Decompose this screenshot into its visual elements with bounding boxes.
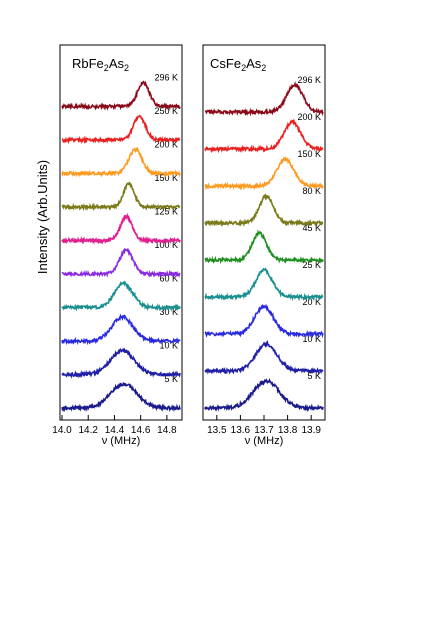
- spectrum-line-296k: [61, 80, 181, 111]
- spectrum-line-296k: [204, 80, 324, 117]
- spectrum-line-25k: [204, 267, 324, 302]
- series-layer: 5 K 10 K 20 K 25 K 45 K 80 K 150 K 200 K 296 K: [204, 75, 324, 413]
- panel-title: CsFe2As2: [210, 56, 266, 73]
- temperature-label: 200 K: [154, 140, 178, 150]
- series-layer: 5 K 10 K 30 K 60 K 100 K 125 K 150 K 200 K 250 K…: [61, 73, 181, 413]
- temperature-label: 296 K: [297, 75, 321, 85]
- spectrum-line-250k: [61, 114, 181, 145]
- x-axis: 14.0 14.2 14.4 14.6 14.8: [52, 415, 177, 436]
- temperature-label: 5 K: [164, 374, 178, 384]
- temperature-label: 5 K: [307, 371, 321, 381]
- temperature-label: 150 K: [154, 173, 178, 183]
- title-sub1: 2: [104, 63, 109, 73]
- x-tick-label: 14.2: [78, 425, 98, 436]
- spectrum-line-5k: [204, 377, 324, 413]
- plot-frame: [59, 44, 183, 421]
- spectrum-line-60k: [61, 280, 181, 312]
- x-tick-label: 13.7: [254, 425, 274, 436]
- temperature-label: 125 K: [154, 207, 178, 217]
- x-tick-label: 14.6: [131, 425, 151, 436]
- title-mid: As: [109, 56, 125, 71]
- x-axis-label: ν (MHz): [102, 435, 141, 447]
- temperature-label: 150 K: [297, 149, 321, 159]
- spectrum-line-10k: [61, 347, 181, 380]
- spectrum-line-100k: [61, 247, 181, 279]
- temperature-label: 100 K: [154, 240, 178, 250]
- temperature-label: 60 K: [159, 274, 178, 284]
- x-tick-label: 13.9: [301, 425, 321, 436]
- temperature-label: 10 K: [302, 334, 321, 344]
- temperature-label: 10 K: [159, 341, 178, 351]
- temperature-label: 296 K: [154, 73, 178, 83]
- title-mid: As: [246, 56, 262, 71]
- spectrum-line-10k: [204, 339, 324, 376]
- title-sub1: 2: [241, 63, 246, 73]
- x-tick-label: 13.8: [278, 425, 298, 436]
- panel-title: RbFe2As2: [72, 56, 129, 73]
- title-base: CsFe: [210, 56, 241, 71]
- spectrum-line-150k: [61, 181, 181, 212]
- x-tick-label: 14.4: [105, 425, 125, 436]
- spectrum-line-150k: [204, 156, 324, 191]
- temperature-label: 25 K: [302, 260, 321, 270]
- temperature-label: 250 K: [154, 106, 178, 116]
- x-axis: 13.5 13.6 13.7 13.8 13.9: [207, 415, 321, 436]
- spectrum-line-200k: [61, 146, 181, 178]
- title-sub2: 2: [124, 63, 129, 73]
- y-axis-label: Intensity (Arb.Units): [35, 160, 50, 274]
- temperature-label: 80 K: [302, 186, 321, 196]
- spectrum-line-45k: [204, 229, 324, 265]
- title-sub2: 2: [261, 63, 266, 73]
- spectrum-line-5k: [61, 382, 181, 413]
- spectrum-line-200k: [204, 118, 324, 154]
- temperature-label: 20 K: [302, 297, 321, 307]
- x-axis-label: ν (MHz): [245, 435, 284, 447]
- spectrum-line-125k: [61, 212, 181, 245]
- x-tick-label: 13.6: [231, 425, 251, 436]
- spectrum-line-80k: [204, 192, 324, 228]
- x-tick-label: 13.5: [207, 425, 227, 436]
- x-tick-label: 14.8: [157, 425, 177, 436]
- temperature-label: 30 K: [159, 307, 178, 317]
- title-base: RbFe: [72, 56, 104, 71]
- temperature-label: 200 K: [297, 112, 321, 122]
- spectrum-line-30k: [61, 313, 181, 346]
- x-tick-label: 14.0: [52, 425, 72, 436]
- spectrum-line-20k: [204, 303, 324, 339]
- temperature-label: 45 K: [302, 223, 321, 233]
